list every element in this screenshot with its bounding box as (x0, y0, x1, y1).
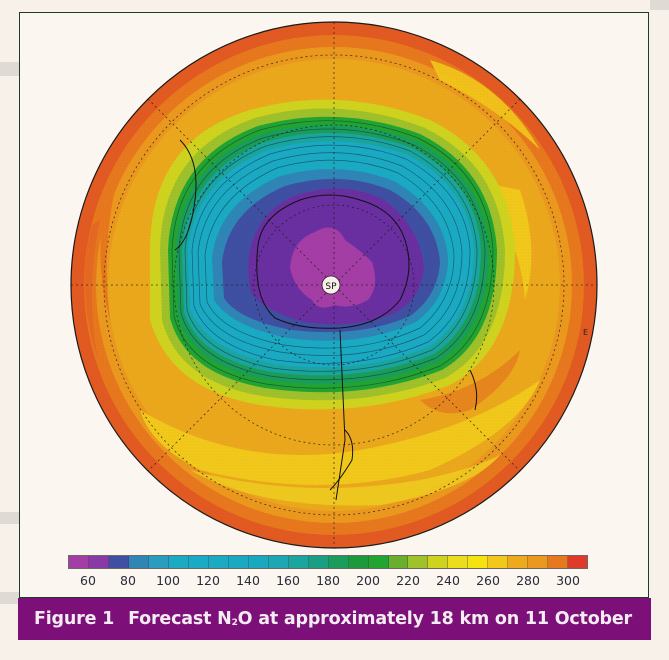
coastlines (174, 139, 478, 501)
colorbar-cell (368, 556, 389, 568)
colorbar-cell (128, 556, 149, 568)
lat-lon-grid (71, 22, 597, 548)
colorbar-tick-label: 120 (196, 573, 220, 588)
colorbar-cell (328, 556, 349, 568)
colorbar-cell (348, 556, 369, 568)
colorbar-tick-label: 200 (356, 573, 380, 588)
colorbar-cell (168, 556, 189, 568)
colorbar-cell (148, 556, 169, 568)
background-stripe (0, 512, 20, 524)
colorbar-cell (388, 556, 409, 568)
background-stripe (650, 0, 669, 10)
colorbar-cell (468, 556, 489, 568)
colorbar-tick-label: 220 (396, 573, 420, 588)
colorbar-tick-label: 260 (476, 573, 500, 588)
south-pole-marker: SP (321, 275, 341, 295)
colorbar-cell (488, 556, 509, 568)
globe (71, 22, 597, 548)
colorbar-cell (268, 556, 289, 568)
colorbar-tick-label: 160 (276, 573, 300, 588)
colorbar-cell (448, 556, 469, 568)
colorbar-tick-label: 180 (316, 573, 340, 588)
caption-pre: Forecast N (128, 609, 232, 629)
colorbar-cell (408, 556, 429, 568)
globe-outline (70, 21, 598, 549)
colorbar-tick-label: 140 (236, 573, 260, 588)
colorbar-cell (88, 556, 109, 568)
figure-label: Figure 1 (34, 609, 115, 629)
colorbar-cell (108, 556, 129, 568)
colorbar-cell (248, 556, 269, 568)
colorbar-cell (228, 556, 249, 568)
colorbar-cell (208, 556, 229, 568)
colorbar-cell (188, 556, 209, 568)
background-stripe (0, 62, 20, 76)
colorbar-tick-label: 240 (436, 573, 460, 588)
colorbar-cell (288, 556, 309, 568)
east-marker: E (583, 328, 588, 337)
colorbar (68, 555, 588, 569)
colorbar-cell (528, 556, 549, 568)
colorbar-tick-label: 60 (80, 573, 96, 588)
colorbar-tick-label: 280 (516, 573, 540, 588)
colorbar-cell (69, 556, 89, 568)
pole-label: SP (325, 282, 337, 292)
figure-caption: Figure 1 Forecast N2O at approximately 1… (18, 598, 651, 640)
polar-map: SP E (70, 21, 598, 549)
colorbar-cell (508, 556, 529, 568)
colorbar-tick-label: 100 (156, 573, 180, 588)
colorbar-cell (548, 556, 569, 568)
caption-post: O at approximately 18 km on 11 October (237, 609, 633, 629)
colorbar-tick-label: 80 (120, 573, 136, 588)
background-stripe (0, 592, 20, 604)
caption-text: Forecast N2O at approximately 18 km on 1… (128, 609, 632, 629)
caption-subscript: 2 (231, 618, 238, 628)
colorbar-ticks: 60 80 100 120 140 160 180 200 220 240 260 280 300 (0, 573, 669, 589)
colorbar-cell (308, 556, 329, 568)
colorbar-cell (428, 556, 449, 568)
colorbar-tick-label: 300 (556, 573, 580, 588)
colorbar-cell (568, 556, 588, 568)
